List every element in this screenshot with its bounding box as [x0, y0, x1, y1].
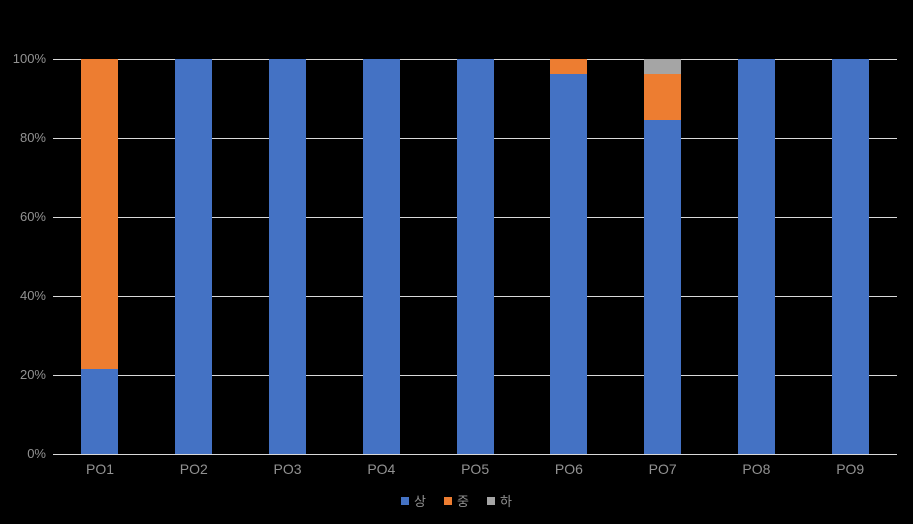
gridline-0 — [53, 453, 897, 455]
bar-segment-PO7-중 — [644, 74, 682, 120]
bar-PO9 — [831, 59, 869, 454]
x-axis-label-PO6: PO6 — [554, 461, 583, 477]
bar-segment-PO7-하 — [644, 59, 682, 75]
bar-PO8 — [737, 59, 775, 454]
x-axis-label-PO4: PO4 — [367, 461, 396, 477]
bar-segment-PO9-상 — [831, 59, 869, 454]
plot-area — [53, 58, 897, 455]
legend-label: 하 — [499, 494, 512, 509]
bar-segment-PO1-중 — [81, 59, 119, 370]
bar-segment-PO4-상 — [362, 59, 400, 454]
legend-label: 상 — [414, 494, 427, 509]
y-tick-label-80: 80% — [19, 130, 46, 145]
legend-swatch-icon — [401, 496, 410, 505]
legend-item-상: 상 — [401, 491, 426, 510]
bar-segment-PO6-중 — [550, 59, 588, 74]
bar-segment-PO8-상 — [737, 59, 775, 454]
x-axis-label-PO7: PO7 — [648, 461, 677, 477]
legend-item-하: 하 — [486, 491, 512, 510]
x-axis-label-PO9: PO9 — [836, 461, 865, 477]
bar-segment-PO7-상 — [644, 119, 682, 454]
x-axis-label-PO5: PO5 — [461, 461, 490, 477]
bar-PO3 — [268, 59, 306, 454]
y-tick-label-0: 0% — [27, 446, 46, 461]
y-tick-label-20: 20% — [19, 367, 46, 382]
x-axis-label-PO2: PO2 — [179, 461, 208, 477]
bar-PO5 — [456, 59, 494, 454]
bar-segment-PO3-상 — [268, 59, 306, 454]
bar-segment-PO5-상 — [456, 59, 494, 454]
legend-label: 중 — [457, 494, 469, 509]
y-tick-label-100: 100% — [12, 51, 46, 66]
bar-PO2 — [175, 59, 213, 454]
bar-PO7 — [644, 59, 682, 454]
legend-swatch-icon — [486, 496, 495, 505]
bar-PO6 — [550, 59, 588, 454]
legend-item-중: 중 — [444, 491, 469, 510]
x-axis-label-PO8: PO8 — [742, 461, 771, 477]
x-axis-label-PO1: PO1 — [85, 461, 114, 477]
y-tick-label-60: 60% — [19, 209, 46, 224]
bar-segment-PO1-상 — [81, 369, 119, 454]
legend-swatch-icon — [444, 496, 453, 505]
bar-segment-PO2-상 — [175, 59, 213, 454]
x-axis-label-PO3: PO3 — [273, 461, 302, 477]
bar-PO1 — [81, 59, 119, 454]
bar-segment-PO6-상 — [550, 73, 588, 454]
y-tick-label-40: 40% — [19, 288, 46, 303]
bar-PO4 — [362, 59, 400, 454]
